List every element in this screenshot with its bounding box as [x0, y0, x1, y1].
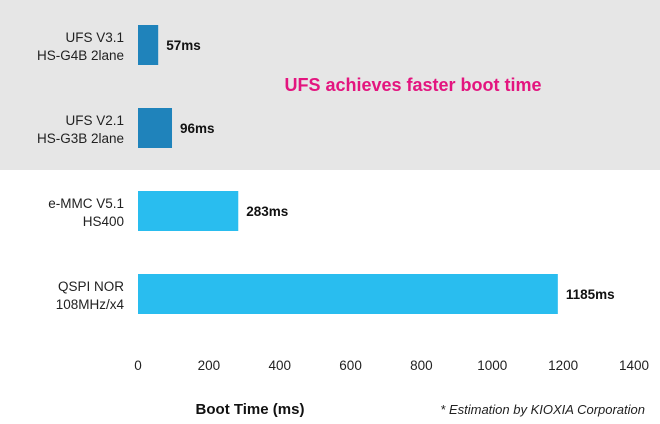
- footnote: * Estimation by KIOXIA Corporation: [440, 402, 645, 417]
- category-label-0: UFS V3.1 HS-G4B 2lane: [37, 30, 124, 63]
- x-tick-label-7: 1400: [619, 358, 649, 373]
- data-label-2: 283ms: [246, 204, 288, 219]
- x-tick-label-5: 1000: [477, 358, 507, 373]
- category-label-2-line-0: e-MMC V5.1: [48, 196, 124, 211]
- data-labels-group: 57ms 96ms 283ms 1185ms: [166, 38, 614, 302]
- category-label-3-line-0: QSPI NOR: [58, 279, 124, 294]
- bar-3: [138, 274, 558, 314]
- x-axis-label: Boot Time (ms): [196, 401, 305, 418]
- x-tick-labels-group: 0 200 400 600 800 1000 1200 1400: [134, 358, 649, 373]
- x-tick-label-4: 800: [410, 358, 433, 373]
- category-labels-group: UFS V3.1 HS-G4B 2lane UFS V2.1 HS-G3B 2lane…: [37, 30, 125, 312]
- bar-0: [138, 25, 159, 65]
- bar-1: [138, 108, 173, 148]
- category-label-2: e-MMC V5.1 HS400: [48, 196, 124, 229]
- x-tick-label-0: 0: [134, 358, 142, 373]
- annotation-text: UFS achieves faster boot time: [284, 75, 541, 95]
- category-label-1: UFS V2.1 HS-G3B 2lane: [37, 113, 124, 146]
- x-tick-label-3: 600: [339, 358, 362, 373]
- category-label-1-line-1: HS-G3B 2lane: [37, 131, 124, 146]
- bars-group: [138, 25, 558, 314]
- category-label-3: QSPI NOR 108MHz/x4: [56, 279, 125, 312]
- category-label-1-line-0: UFS V2.1: [65, 113, 124, 128]
- x-tick-label-6: 1200: [548, 358, 578, 373]
- category-label-2-line-1: HS400: [83, 214, 124, 229]
- category-label-3-line-1: 108MHz/x4: [56, 297, 125, 312]
- category-label-0-line-0: UFS V3.1: [65, 30, 124, 45]
- data-label-0: 57ms: [166, 38, 201, 53]
- data-label-1: 96ms: [180, 121, 215, 136]
- x-tick-label-2: 400: [268, 358, 291, 373]
- bar-2: [138, 191, 239, 231]
- data-label-3: 1185ms: [566, 287, 615, 302]
- category-label-0-line-1: HS-G4B 2lane: [37, 48, 124, 63]
- x-tick-label-1: 200: [198, 358, 221, 373]
- ufs-highlight-band: [0, 0, 660, 170]
